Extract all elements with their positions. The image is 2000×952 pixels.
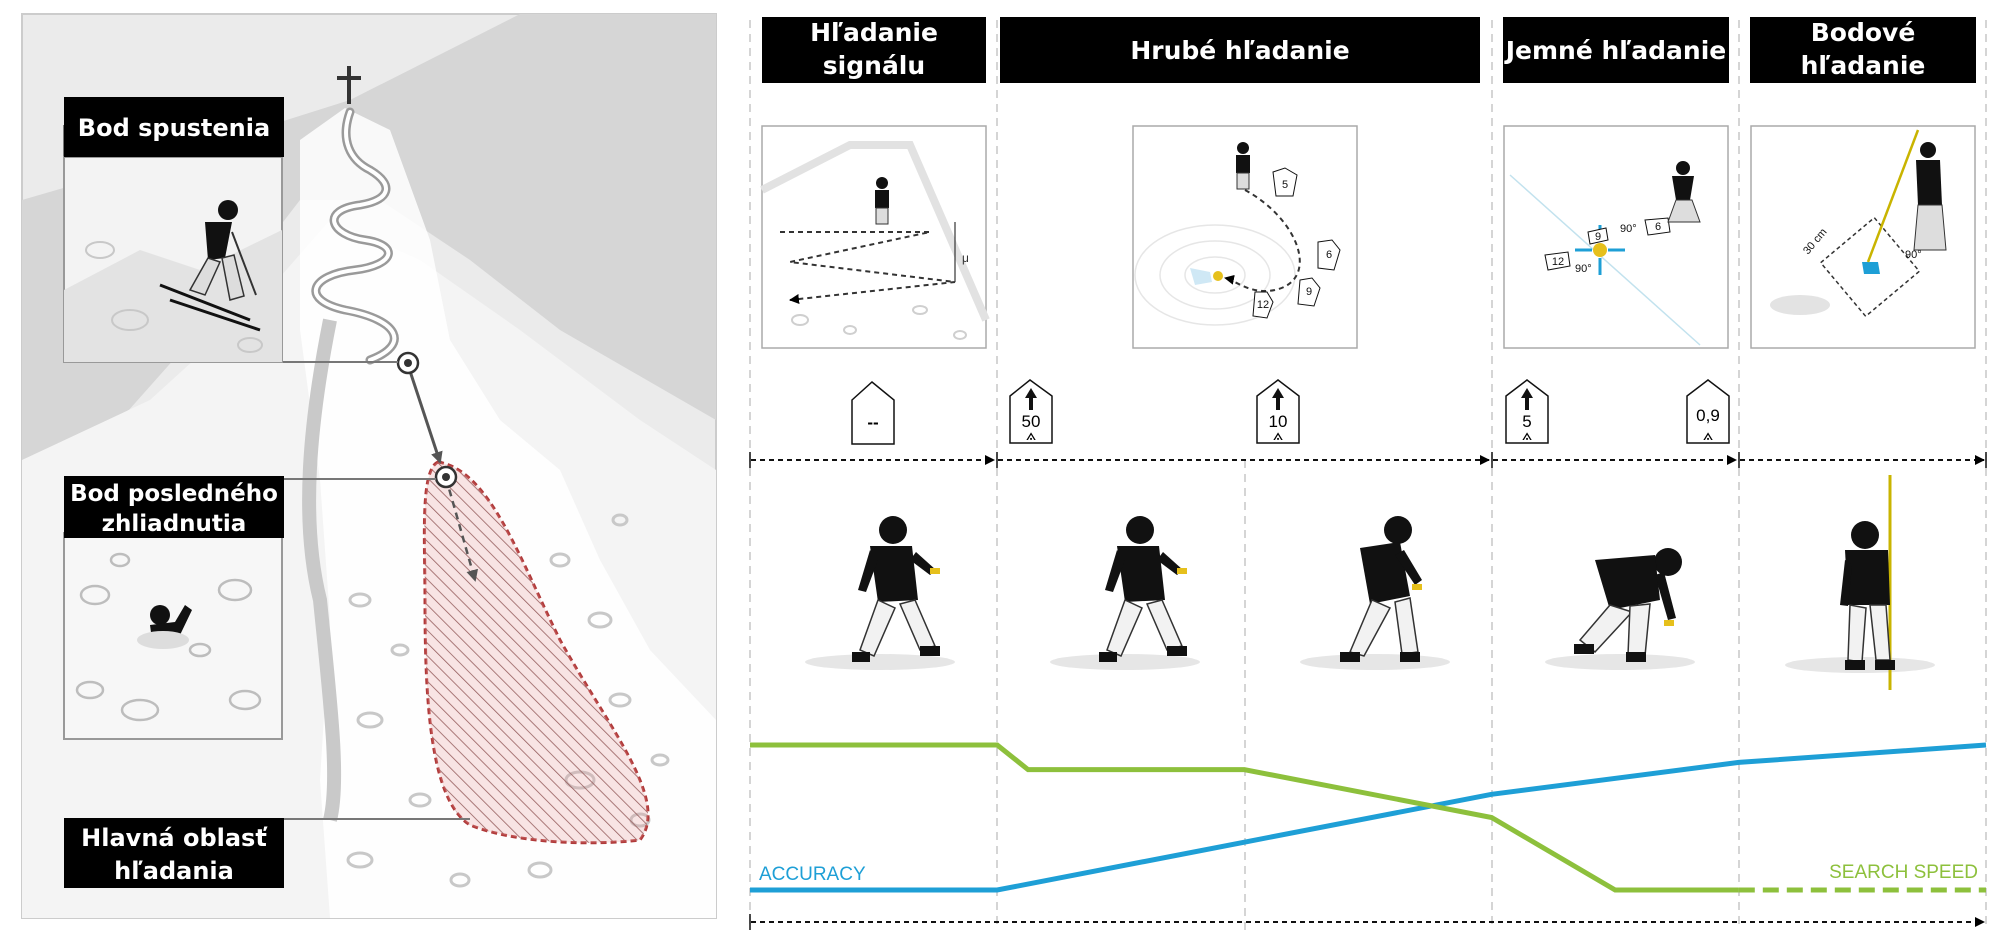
phase-header-coarse: Hrubé hľadanie — [1000, 17, 1480, 83]
rescuer-probing-icon — [1785, 475, 1935, 690]
snow-tongue — [300, 108, 716, 918]
last-seen-inset — [63, 532, 283, 740]
svg-text:Bod posledného: Bod posledného — [70, 481, 278, 507]
svg-text:Bodové: Bodové — [1811, 18, 1916, 47]
svg-text:signálu: signálu — [823, 51, 925, 80]
svg-text:hľadania: hľadania — [114, 857, 234, 885]
fall-line-arrow — [406, 364, 443, 464]
avalanche-flow — [302, 318, 342, 822]
svg-text:5: 5 — [1282, 179, 1288, 191]
phase-header-fine: Jemné hľadanie — [1503, 17, 1729, 83]
mountain-shadow — [22, 14, 716, 460]
left-panel: Bod spustenia Bod posledného zhliadnutia… — [21, 13, 717, 919]
search-speed-legend-label: SEARCH SPEED — [1829, 862, 1978, 883]
launch-point-label: Bod spustenia — [64, 97, 284, 157]
rescuer-icon — [1913, 142, 1947, 251]
phase-dividers — [749, 20, 1987, 930]
svg-text:9: 9 — [1595, 231, 1601, 243]
accuracy-line — [750, 742, 1987, 893]
search-speed-line — [750, 742, 1739, 893]
svg-text:50: 50 — [1022, 412, 1041, 431]
svg-text:⟑: ⟑ — [1703, 425, 1713, 444]
svg-text:6: 6 — [1655, 221, 1661, 233]
rescuer-icon — [1667, 161, 1701, 223]
right-panel: Hľadanie signálu Hrubé hľadanie Jemné hľ… — [749, 17, 1987, 930]
rescuer-crouching-icon — [1545, 548, 1695, 670]
main-area-label: Hlavná oblasť hľadania — [64, 818, 284, 888]
accuracy-legend-label: ACCURACY — [759, 864, 866, 885]
rescuer-walking-icon — [1050, 516, 1200, 670]
rescuer-icon — [1236, 142, 1250, 190]
svg-text:Hrubé hľadanie: Hrubé hľadanie — [1130, 36, 1349, 65]
phase-header-signal: Hľadanie signálu — [762, 17, 986, 83]
drift-arrow — [444, 477, 479, 582]
svg-text:12: 12 — [1552, 256, 1564, 268]
coarse-search-sketch: 5 6 9 12 — [1132, 125, 1358, 349]
svg-text:Hlavná oblasť: Hlavná oblasť — [81, 824, 268, 852]
last-seen-marker — [434, 465, 458, 489]
rescuer-figures — [805, 475, 1935, 690]
svg-text:hľadanie: hľadanie — [1801, 51, 1926, 80]
svg-text:zhliadnutia: zhliadnutia — [102, 511, 247, 537]
rescuer-walking-icon — [1300, 516, 1450, 670]
svg-text:--: -- — [867, 413, 878, 432]
fine-search-sketch: 90° 90° 12 9 6 — [1503, 125, 1729, 349]
rescuer-icon — [875, 177, 889, 225]
accuracy-speed-chart: ACCURACY SEARCH SPEED — [750, 742, 1987, 893]
svg-text:⟑: ⟑ — [1273, 425, 1283, 444]
distance-sign-coarse-start: 50 ⟑ — [1009, 379, 1053, 444]
distance-sign-signal: -- — [851, 381, 895, 445]
signal-search-sketch: μ — [760, 125, 990, 349]
last-seen-label: Bod posledného zhliadnutia — [64, 476, 284, 538]
victim-icon — [137, 605, 192, 649]
svg-text:6: 6 — [1326, 249, 1332, 261]
distance-sign-fine-start: 5 ⟑ — [1505, 379, 1549, 444]
phase-header-pinpoint: Bodové hľadanie — [1750, 17, 1976, 83]
svg-text:μ: μ — [962, 251, 969, 265]
svg-text:5: 5 — [1522, 412, 1531, 431]
svg-text:0,9: 0,9 — [1696, 406, 1720, 425]
svg-text:Bod spustenia: Bod spustenia — [78, 114, 270, 142]
pinpoint-search-sketch: 30 cm 90° — [1750, 125, 1976, 349]
svg-text:Jemné hľadanie: Jemné hľadanie — [1504, 36, 1727, 65]
svg-text:90°: 90° — [1575, 263, 1592, 275]
rescuer-walking-icon — [805, 516, 955, 670]
distance-sign-coarse-end: 10 ⟑ — [1256, 379, 1300, 444]
summit-cross-icon — [337, 66, 361, 104]
launch-point-marker — [396, 351, 420, 375]
launch-inset — [63, 156, 283, 363]
timeline-ticks — [749, 452, 1987, 468]
distance-sign-fine-end: 0,9 ⟑ — [1686, 379, 1730, 444]
svg-text:⟑: ⟑ — [1026, 425, 1036, 444]
svg-text:10: 10 — [1269, 412, 1288, 431]
main-search-area — [422, 460, 650, 845]
svg-text:12: 12 — [1257, 299, 1269, 311]
svg-text:Hľadanie: Hľadanie — [810, 18, 938, 47]
svg-text:90°: 90° — [1905, 249, 1922, 261]
svg-text:⟑: ⟑ — [1522, 425, 1532, 444]
skier-icon — [159, 200, 261, 332]
svg-text:9: 9 — [1306, 286, 1312, 298]
svg-text:90°: 90° — [1620, 223, 1637, 235]
